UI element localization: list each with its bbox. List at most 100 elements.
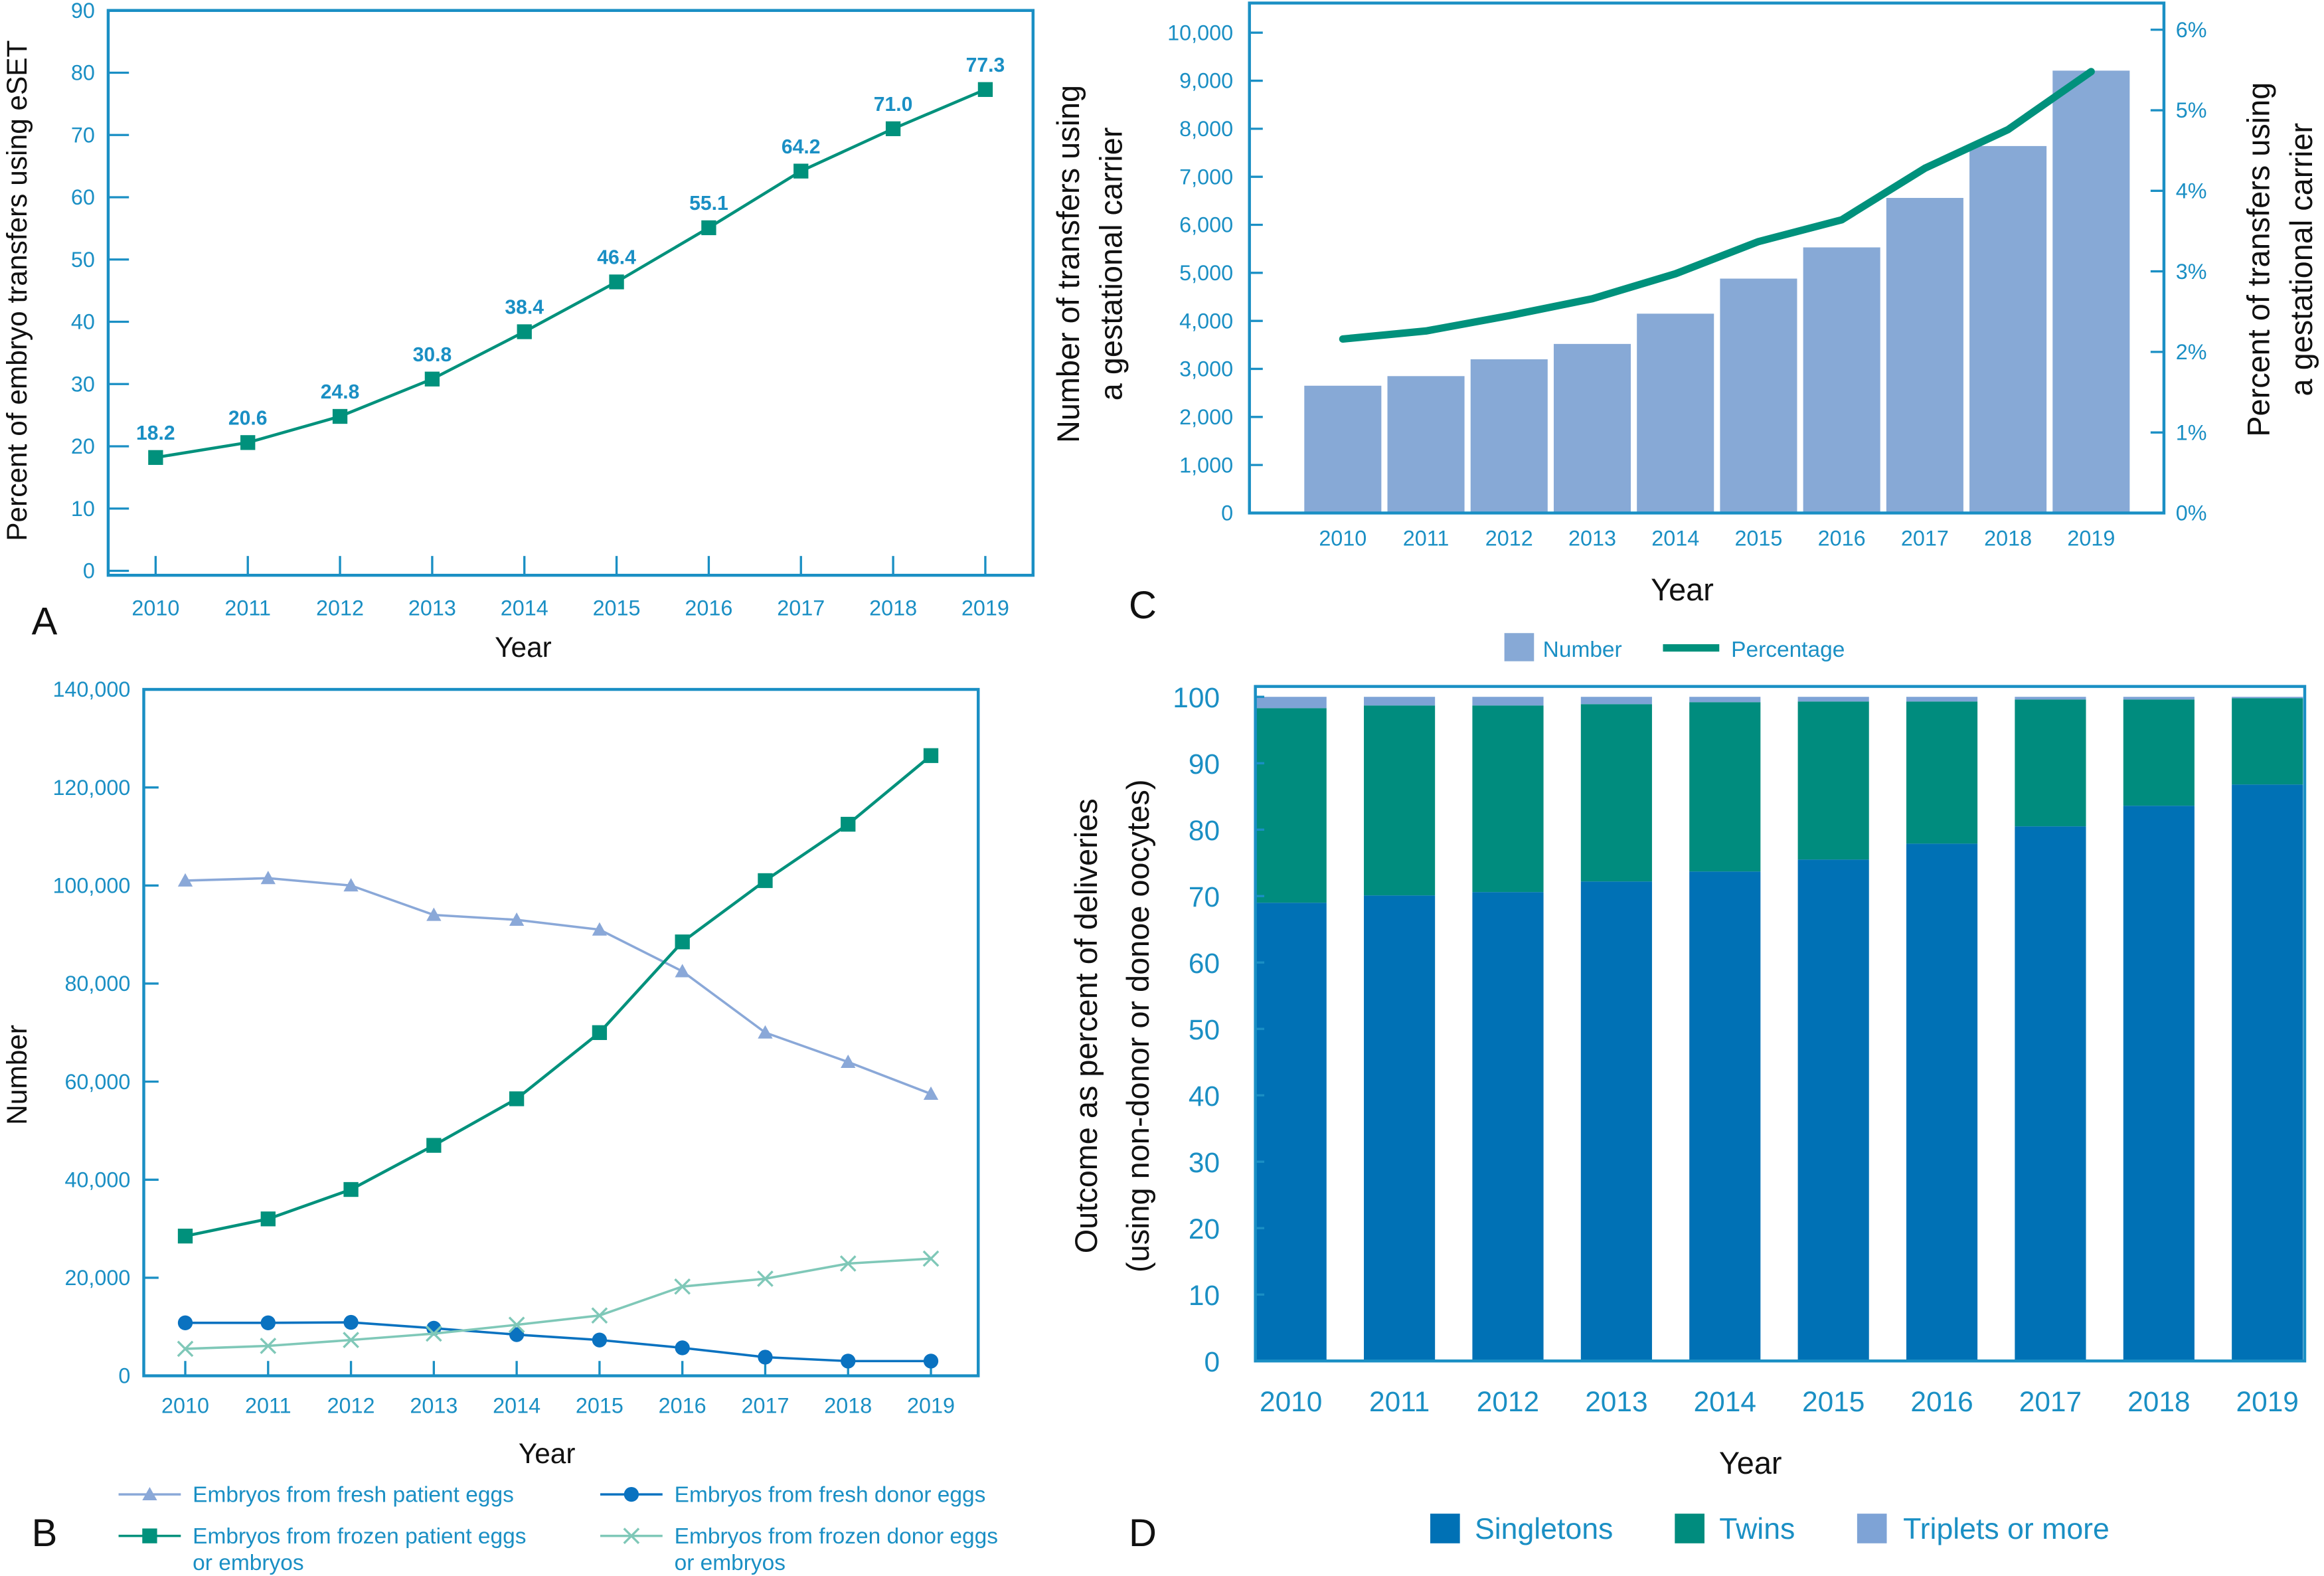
bar <box>1553 343 1631 513</box>
bar <box>1470 359 1548 513</box>
y-tick-label: 40,000 <box>64 1168 130 1191</box>
y-tick-label: 20,000 <box>64 1266 130 1290</box>
panel-c: 0 1,000 2,000 3,000 4,000 5,000 6,000 7,000 8,00… <box>1051 1 2319 662</box>
x-tick-label: 2013 <box>1585 1386 1647 1417</box>
data-point <box>260 871 276 885</box>
x-tick-label: 2018 <box>2127 1386 2190 1417</box>
data-label: 77.3 <box>966 54 1005 76</box>
data-point <box>758 873 773 889</box>
data-point <box>343 878 359 892</box>
bar-segment <box>1472 705 1544 893</box>
y-tick-label: 70 <box>1189 881 1220 913</box>
y-tick-label: 50 <box>71 248 95 272</box>
data-point <box>609 274 624 290</box>
legend-swatch <box>1504 633 1535 661</box>
plot-frame <box>106 9 1035 577</box>
y-tick-label: 50 <box>1189 1014 1220 1045</box>
data-point <box>424 371 440 387</box>
y2-axis-title: Percent of transfers using <box>2241 82 2276 437</box>
legend-swatch <box>1430 1514 1460 1543</box>
bar-segment <box>2015 697 2086 700</box>
y-tick-label: 0 <box>83 559 95 583</box>
x-axis-title: Year <box>495 632 552 663</box>
bar <box>1803 247 1880 513</box>
bar <box>1387 376 1465 513</box>
panel-d: 0 10 20 30 40 50 60 70 80 90 100 2010 2011 2012 2013 20… <box>1069 682 2307 1555</box>
x-tick-label: 2013 <box>408 596 456 620</box>
y-tick-label: 30 <box>1189 1147 1220 1178</box>
bar-segment <box>2232 784 2303 1361</box>
data-point <box>675 934 690 950</box>
data-point <box>517 324 532 339</box>
x-tick-label: 2012 <box>1477 1386 1539 1417</box>
bar <box>1720 278 1797 513</box>
data-point <box>623 1486 639 1502</box>
plot-frame <box>1254 685 2307 1363</box>
panel-letter: A <box>32 600 58 643</box>
x-tick-label: 2011 <box>1369 1386 1430 1417</box>
data-point <box>509 912 525 926</box>
legend-item: Embryos from fresh donor eggs <box>600 1482 985 1507</box>
bar-segment <box>1255 697 1327 709</box>
bar-segment <box>1364 705 1436 896</box>
data-point <box>623 1528 640 1544</box>
bar-segment <box>1580 697 1652 705</box>
plot-frame <box>1248 1 2166 515</box>
data-point <box>923 1086 939 1100</box>
bar-segment <box>1689 697 1761 703</box>
x-tick-label: 2019 <box>907 1393 955 1417</box>
y-axis-title: Outcome as percent of deliveries <box>1069 798 1104 1253</box>
x-axis-title: Year <box>519 1438 576 1469</box>
y-axis-title: (using non-donor or donoe oocytes) <box>1121 780 1155 1272</box>
x-tick-label: 2014 <box>1694 1386 1756 1417</box>
y-tick-label: 30 <box>71 372 95 396</box>
bar-segment <box>1255 708 1327 903</box>
y2-tick-label: 2% <box>2176 340 2207 364</box>
legend-label: or embryos <box>193 1551 303 1575</box>
legend-label: Singletons <box>1475 1513 1613 1545</box>
x-tick-label: 2013 <box>1568 527 1616 551</box>
x-tick-label: 2015 <box>593 596 641 620</box>
legend-label: or embryos <box>675 1551 786 1575</box>
data-point <box>591 1307 608 1324</box>
legend-item: Triplets or more <box>1857 1513 2110 1545</box>
bar-segment <box>1689 702 1761 872</box>
y-tick-label: 70 <box>71 123 95 147</box>
panel-b: 0 20,000 40,000 60,000 80,000 100,000 120,000 1… <box>1 677 998 1575</box>
panel-letter: B <box>32 1512 58 1555</box>
y-tick-label: 2,000 <box>1179 405 1233 429</box>
bar-segment <box>2123 806 2195 1361</box>
bar-segment <box>1689 871 1761 1361</box>
bar-segment <box>1580 881 1652 1361</box>
x-tick-label: 2017 <box>1901 527 1949 551</box>
bar-segment <box>1906 697 1978 702</box>
data-point <box>757 1270 774 1287</box>
data-point <box>592 1332 608 1348</box>
y2-tick-label: 1% <box>2176 420 2207 444</box>
bar-segment <box>2232 697 2303 699</box>
legend-label: Embryos from frozen donor eggs <box>675 1524 998 1549</box>
plot-frame <box>142 687 980 1377</box>
x-tick-label: 2018 <box>824 1393 872 1417</box>
x-tick-label: 2012 <box>327 1393 375 1417</box>
data-point <box>142 1486 157 1501</box>
y-axis-title: Percent of embryo transfers using eSET <box>1 40 33 541</box>
y-tick-label: 10 <box>1189 1280 1220 1311</box>
bar-segment <box>1364 895 1436 1361</box>
bar-segment <box>2123 697 2195 700</box>
y-tick-label: 9,000 <box>1179 69 1233 93</box>
y2-tick-label: 0% <box>2176 501 2207 525</box>
x-tick-label: 2014 <box>501 596 548 620</box>
panel-letter: D <box>1129 1512 1157 1555</box>
data-point <box>885 121 901 137</box>
data-point <box>177 1228 193 1244</box>
y-tick-label: 80 <box>1189 815 1220 846</box>
data-label: 46.4 <box>597 247 636 269</box>
y-tick-label: 100 <box>1173 682 1220 713</box>
data-point <box>260 1211 276 1227</box>
bar <box>1637 313 1714 513</box>
series-line <box>185 1321 932 1363</box>
legend-label: Percentage <box>1731 638 1845 662</box>
